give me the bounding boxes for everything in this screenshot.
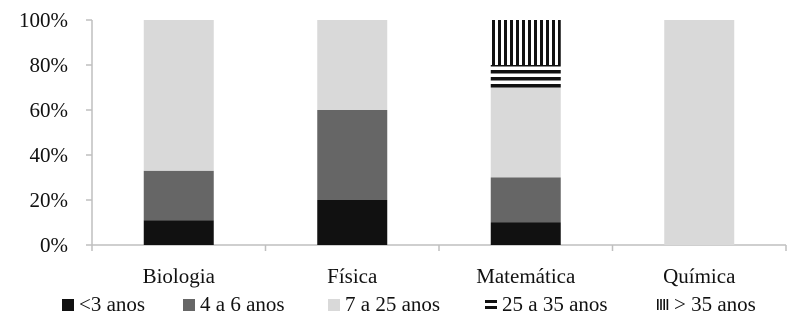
y-tick-labels: 0% 20% 40% 60% 80% 100% [19, 8, 68, 257]
bar-segment [490, 177, 561, 223]
bar-segment [317, 20, 388, 110]
legend-swatch-stripe [657, 299, 659, 310]
y-tick-label: 60% [30, 98, 69, 122]
y-tick-label: 100% [19, 8, 68, 32]
legend-swatch-stripe [485, 306, 497, 309]
bar-segment [664, 20, 735, 245]
bar-segment [143, 170, 214, 221]
bar-segment [143, 220, 214, 245]
category-label: Física [327, 264, 378, 288]
legend: <3 anos 4 a 6 anos 7 a 25 anos 25 a 35 anos… [62, 292, 756, 316]
legend-swatch [183, 299, 195, 311]
bar-segment [143, 20, 214, 171]
legend-label: > 35 anos [674, 292, 756, 316]
category-label: Biologia [143, 264, 216, 288]
bar-segment [317, 110, 388, 200]
y-tick-label: 0% [40, 233, 68, 257]
category-label: Matemática [476, 264, 576, 288]
legend-swatch-stripe [663, 299, 665, 310]
bars [143, 20, 735, 245]
category-label: Química [663, 264, 736, 288]
y-tick-label: 40% [30, 143, 69, 167]
legend-label: 7 a 25 anos [345, 292, 440, 316]
legend-swatch [328, 299, 340, 311]
y-tick-label: 80% [30, 53, 69, 77]
legend-swatch-stripe [660, 299, 662, 310]
bar-segment [490, 87, 561, 178]
legend-swatch [485, 300, 497, 303]
bar-segment [490, 222, 561, 245]
y-tick-label: 20% [30, 188, 69, 212]
legend-label: <3 anos [79, 292, 145, 316]
legend-swatch-stripe [666, 299, 669, 310]
bar-segment [490, 65, 561, 88]
legend-label: 25 a 35 anos [502, 292, 608, 316]
bar-segment [490, 20, 561, 65]
bar-segment [317, 200, 388, 245]
category-labels: Biologia Física Matemática Química [143, 264, 737, 288]
legend-label: 4 a 6 anos [200, 292, 285, 316]
legend-swatch [62, 299, 74, 311]
